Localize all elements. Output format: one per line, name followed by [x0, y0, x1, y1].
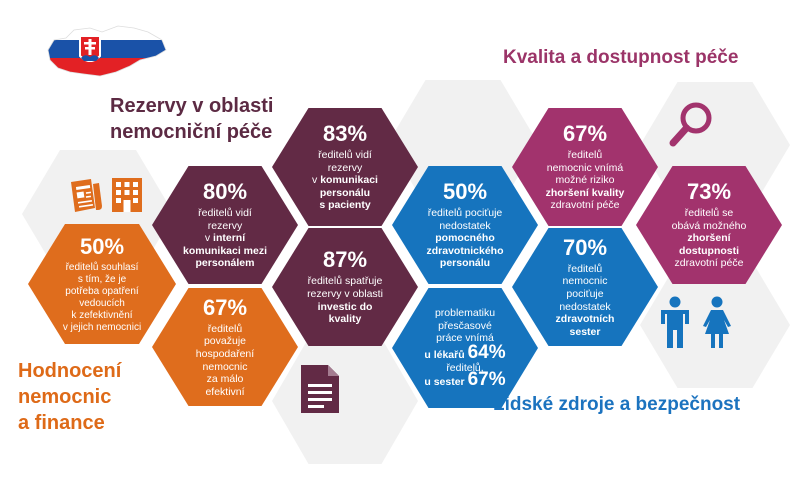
hex-quality-risk: 67% ředitelů nemocnic vnímá možné riziko… — [512, 108, 658, 226]
hex-text: ředitelů nemocnic pociťuje nedostatek zd… — [555, 262, 615, 338]
newspaper-icon — [71, 179, 102, 212]
hex-percentage: 67% — [562, 121, 608, 147]
hex-percentage: 50% — [442, 179, 488, 205]
hex-text: ředitelů se obává možného zhoršení dostu… — [671, 207, 747, 270]
hex-text: ředitelů vidí rezervy v komunikaci perso… — [312, 149, 378, 212]
slovakia-map-icon — [47, 25, 167, 77]
hex-text: problematiku přesčasové práce vnímá — [434, 307, 496, 345]
hex-percentage: 67% — [202, 294, 248, 320]
man-icon — [661, 296, 689, 348]
hex-investment: 87% ředitelů spatřuje rezervy v oblasti … — [272, 228, 418, 346]
overtime-doctors: u lékařů 64% — [424, 342, 506, 363]
hex-economy: 67% ředitelů považuje hospodaření nemocn… — [152, 288, 298, 406]
hex-effectiveness: 50% ředitelů souhlasí s tím, že je potře… — [28, 224, 176, 344]
hex-text: ředitelů souhlasí s tím, že je potřeba o… — [62, 261, 142, 333]
hex-communication: 83% ředitelů vidí rezervy v komunikaci p… — [272, 108, 418, 226]
hex-text: ředitelů považuje hospodaření nemocnic z… — [195, 322, 255, 398]
document-icon — [301, 365, 339, 413]
hex-text: ředitelů spatřuje rezervy v oblasti inve… — [307, 275, 383, 326]
hex-text: ředitelů pociťuje nedostatek pomocného z… — [426, 207, 504, 270]
hex-text: ředitelů nemocnic vnímá možné riziko zho… — [545, 149, 625, 212]
hex-percentage: 50% — [79, 233, 125, 259]
hex-text: ředitelů vidí rezervy v interní komunika… — [182, 207, 268, 270]
overtime-nurses: u sester 67% — [424, 369, 506, 391]
bg-hex — [272, 338, 418, 464]
hex-percentage: 70% — [562, 234, 608, 260]
overtime-mid: ředitelů, — [446, 361, 484, 374]
woman-icon — [703, 296, 731, 348]
heading-evaluation: Hodnocení nemocnic a finance — [18, 360, 122, 434]
heading-hospital-reserves: Rezervy v oblasti nemocniční péče — [110, 95, 274, 143]
heading-quality: Kvalita a dostupnost péče — [503, 47, 739, 68]
building-icon — [112, 178, 142, 212]
hex-percentage: 87% — [322, 247, 368, 273]
hex-nurses-shortage: 70% ředitelů nemocnic pociťuje nedostate… — [512, 228, 658, 346]
hex-internal-communication: 80% ředitelů vidí rezervy v interní komu… — [152, 166, 298, 284]
hex-percentage: 73% — [686, 179, 732, 205]
hex-percentage: 83% — [322, 121, 368, 147]
hex-percentage: 80% — [202, 179, 248, 205]
heading-human-resources: Lidské zdroje a bezpečnost — [493, 394, 741, 415]
magnifier-icon — [669, 102, 712, 147]
hex-overtime: problematiku přesčasové práce vnímá u lé… — [392, 288, 538, 408]
